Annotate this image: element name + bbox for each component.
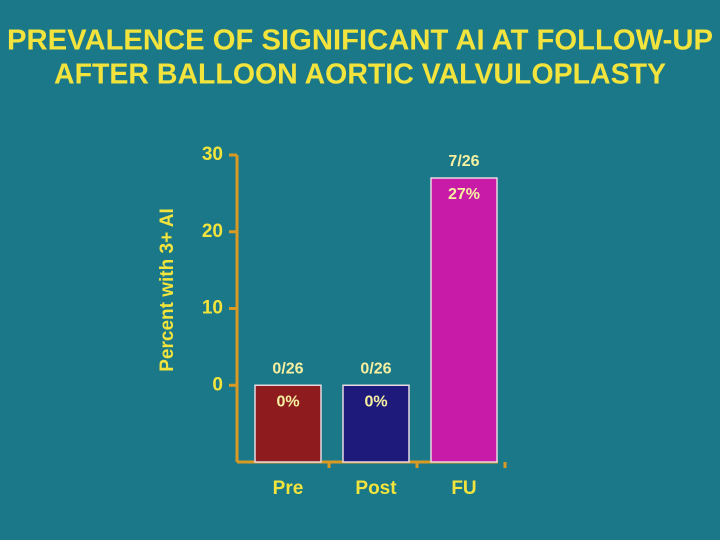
bar bbox=[430, 177, 498, 463]
y-tick-label: 0 bbox=[212, 374, 223, 395]
value-label: 0% bbox=[276, 393, 299, 410]
fraction-label: 0/26 bbox=[272, 360, 303, 377]
y-tick-label: 10 bbox=[202, 298, 223, 319]
chart-title: AFTER BALLOON AORTIC VALVULOPLASTY bbox=[54, 59, 666, 91]
y-tick-label: 30 bbox=[202, 144, 223, 165]
chart-title: PREVALENCE OF SIGNIFICANT AI AT FOLLOW-U… bbox=[7, 25, 713, 57]
value-label: 0% bbox=[364, 393, 387, 410]
x-tick-label: Pre bbox=[273, 478, 304, 499]
y-tick-label: 20 bbox=[202, 221, 223, 242]
x-tick-label: Post bbox=[355, 478, 397, 499]
bar bbox=[254, 384, 322, 463]
fraction-label: 0/26 bbox=[360, 360, 391, 377]
x-tick-label: FU bbox=[451, 478, 476, 499]
value-label: 27% bbox=[448, 186, 480, 203]
fraction-label: 7/26 bbox=[448, 153, 479, 170]
y-axis-title: Percent with 3+ AI bbox=[157, 208, 178, 372]
bar bbox=[342, 384, 410, 463]
